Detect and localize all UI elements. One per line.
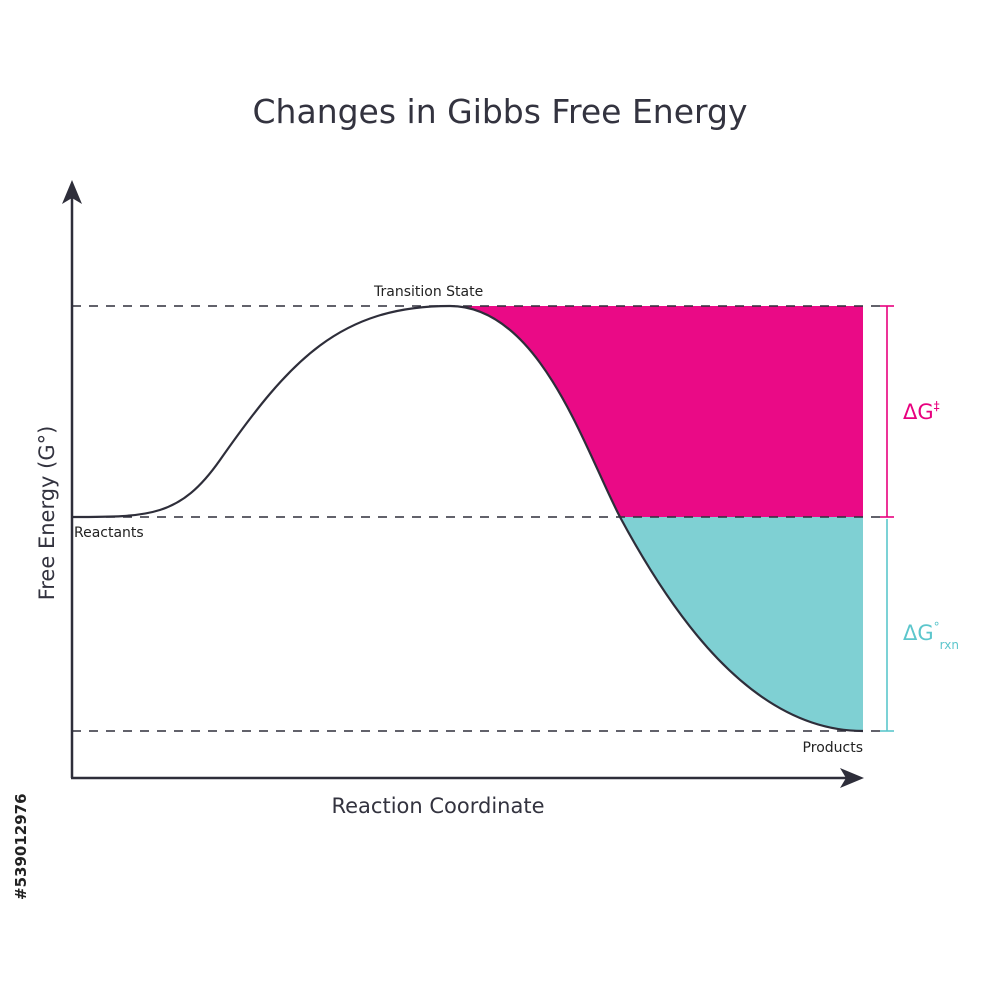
reactants-label: Reactants bbox=[74, 525, 144, 541]
activation-energy-bracket bbox=[880, 305, 894, 518]
stock-id-label: #539012976 bbox=[12, 793, 30, 900]
reaction-energy-curve bbox=[71, 304, 864, 733]
y-axis-label: Free Energy (G°) bbox=[35, 426, 59, 601]
reaction-energy-region bbox=[620, 517, 863, 731]
transition-state-label: Transition State bbox=[373, 284, 483, 300]
x-axis-arrowhead bbox=[840, 768, 864, 788]
x-axis-label: Reaction Coordinate bbox=[331, 794, 544, 818]
reaction-energy-label: ΔG°rxn bbox=[903, 620, 959, 652]
y-axis-arrowhead bbox=[62, 180, 82, 204]
reaction-energy-bracket bbox=[880, 519, 894, 732]
activation-energy-region bbox=[450, 306, 863, 517]
activation-energy-label: ΔG‡ bbox=[903, 399, 940, 424]
products-label: Products bbox=[803, 740, 863, 756]
diagram-title: Changes in Gibbs Free Energy bbox=[252, 92, 748, 131]
